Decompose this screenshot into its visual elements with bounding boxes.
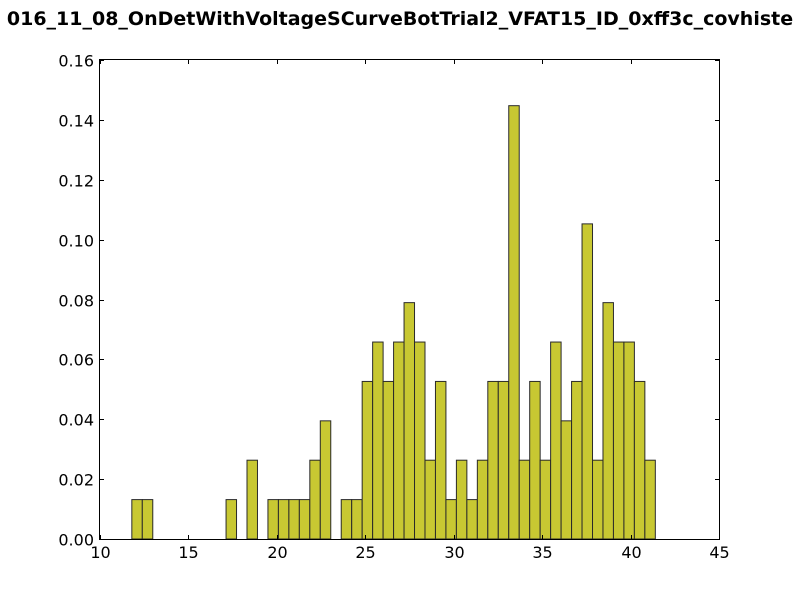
chart-title: 016_11_08_OnDetWithVoltageSCurveBotTrial… xyxy=(6,8,794,30)
histogram-bar xyxy=(623,341,635,540)
histogram-bar xyxy=(372,341,384,540)
histogram-bar xyxy=(560,420,573,540)
histogram-bar xyxy=(633,380,646,540)
ticks-group: 10 15 20 25 30 35 40 45 0.00 0.02 0.04 0.06 0.08 0.10… xyxy=(58,52,729,563)
histogram-bar xyxy=(351,499,363,540)
histogram-bar xyxy=(424,459,436,540)
x-tick-label: 25 xyxy=(355,543,375,562)
x-tick-label: 30 xyxy=(444,543,464,562)
y-tick-label: 0.10 xyxy=(58,232,94,251)
x-tick-label: 15 xyxy=(178,543,198,562)
histogram-bar xyxy=(612,341,625,540)
histogram-bar xyxy=(592,459,604,540)
histogram-bar xyxy=(393,341,405,540)
histogram-bar xyxy=(539,459,552,540)
histogram-bar xyxy=(466,499,478,540)
y-tick-label: 0.08 xyxy=(58,292,94,311)
histogram-bar xyxy=(508,105,520,540)
histogram-bar xyxy=(382,380,395,540)
histogram-bar xyxy=(571,380,583,540)
bars-group xyxy=(131,105,656,540)
y-tick-label: 0.02 xyxy=(58,471,94,490)
histogram-bar xyxy=(602,302,614,540)
histogram-bar xyxy=(445,499,457,540)
histogram-bar xyxy=(550,341,562,540)
x-tick-label: 10 xyxy=(90,543,110,562)
y-tick-label: 0.04 xyxy=(58,411,94,430)
histogram-bar xyxy=(141,499,154,540)
x-tick-label: 35 xyxy=(532,543,552,562)
histogram-bar xyxy=(131,499,143,540)
histogram-bar xyxy=(476,459,489,540)
histogram-bar xyxy=(581,223,594,540)
histogram-bar xyxy=(644,459,656,540)
histogram-bar xyxy=(246,459,258,540)
histogram-bar xyxy=(529,380,541,540)
histogram-bar xyxy=(277,499,290,540)
histogram-bar xyxy=(518,459,531,540)
histogram-bar xyxy=(434,380,447,540)
histogram-bar xyxy=(497,380,510,540)
x-tick-label: 40 xyxy=(621,543,641,562)
histogram-bar xyxy=(455,459,468,540)
histogram-bar xyxy=(403,302,416,540)
histogram-bar xyxy=(267,499,279,540)
histogram-bar xyxy=(487,380,499,540)
histogram-bar xyxy=(340,499,353,540)
y-tick-label: 0.00 xyxy=(58,531,94,550)
histogram-bar xyxy=(288,499,300,540)
y-tick-label: 0.16 xyxy=(58,52,94,71)
y-tick-label: 0.06 xyxy=(58,351,94,370)
histogram-bar xyxy=(414,341,426,540)
histogram-bar xyxy=(361,380,374,540)
y-tick-label: 0.12 xyxy=(58,172,94,191)
x-tick-label: 45 xyxy=(709,543,729,562)
plot-frame xyxy=(99,59,720,540)
y-tick-label: 0.14 xyxy=(58,112,94,131)
histogram-bar xyxy=(298,499,311,540)
x-tick-label: 20 xyxy=(267,543,287,562)
histogram-bar xyxy=(309,459,321,540)
histogram-bar xyxy=(225,499,238,540)
histogram-bar xyxy=(319,420,332,540)
